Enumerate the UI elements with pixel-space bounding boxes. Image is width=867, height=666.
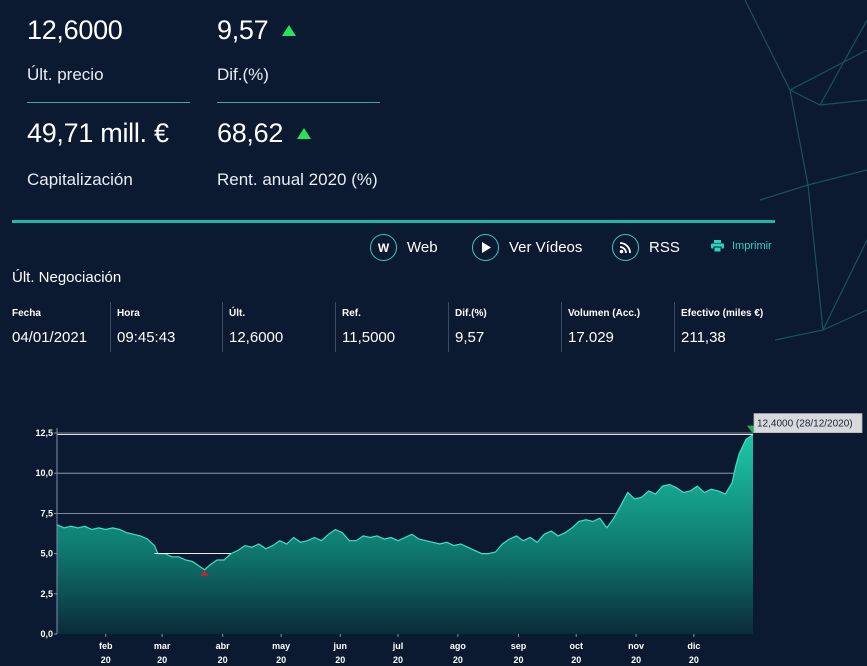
x-tick-month: mar — [154, 641, 171, 651]
max-value-label-box — [753, 413, 863, 434]
y-tick-label: 5,0 — [40, 549, 53, 559]
diff-pct-underline — [217, 102, 380, 103]
trade-col-time: Hora 09:45:43 — [110, 302, 221, 352]
diff-pct-value: 9,57 — [217, 15, 269, 45]
trade-col-value: 12,6000 — [229, 329, 284, 346]
y-tick-label: 12,5 — [35, 428, 53, 438]
print-link[interactable]: Imprimir — [711, 240, 772, 252]
rss-link[interactable]: RSS — [612, 234, 680, 261]
up-arrow-icon — [282, 25, 297, 36]
trade-col-header: Efectivo (miles €) — [681, 308, 764, 319]
x-tick-year: 20 — [393, 655, 403, 665]
market-cap-stat: 49,71 mill. € Capitalización — [27, 118, 169, 189]
last-price-underline — [27, 102, 190, 103]
trade-col-volume: Volumen (Acc.) 17.029 — [561, 302, 672, 352]
y-tick-label: 7,5 — [40, 508, 53, 518]
x-tick-month: dic — [687, 641, 700, 651]
max-value-label: 12,4000 (28/12/2020) — [757, 419, 853, 430]
trade-col-value: 04/01/2021 — [12, 329, 88, 346]
x-tick-year: 20 — [101, 655, 111, 665]
trade-col-value: 17.029 — [568, 329, 614, 346]
price-line — [56, 434, 754, 571]
trade-col-header: Últ. — [229, 308, 246, 319]
printer-icon — [711, 240, 724, 252]
x-tick-month: nov — [628, 641, 644, 651]
x-tick-month: jul — [392, 641, 404, 651]
x-tick-year: 20 — [276, 655, 286, 665]
x-tick-year: 20 — [631, 655, 641, 665]
price-area — [57, 434, 753, 634]
last-price-value: 12,6000 — [27, 15, 123, 45]
last-price-label: Últ. precio — [27, 65, 104, 84]
play-icon — [472, 234, 499, 261]
section-separator — [12, 220, 775, 223]
diff-pct-stat: 9,57 Dif.(%) — [217, 15, 297, 84]
x-tick-year: 20 — [513, 655, 523, 665]
price-history-chart: 12,4000 (28/12/2020) 0,0 2,5 5,0 7,5 10,0 12,… — [35, 413, 863, 665]
x-tick-month: sep — [511, 641, 527, 651]
x-tick-year: 20 — [218, 655, 228, 665]
annual-return-value: 68,62 — [217, 118, 284, 148]
web-link-label: Web — [407, 239, 438, 256]
trade-col-value: 211,38 — [681, 329, 726, 346]
market-cap-value: 49,71 mill. € — [27, 118, 169, 148]
trade-col-value: 9,57 — [455, 329, 485, 346]
videos-link[interactable]: Ver Vídeos — [472, 234, 582, 261]
trade-col-value: 11,5000 — [342, 329, 396, 346]
x-tick-year: 20 — [689, 655, 699, 665]
trade-col-last: Últ. 12,6000 — [222, 302, 333, 352]
trade-col-header: Fecha — [12, 308, 41, 319]
up-arrow-icon — [297, 128, 312, 139]
x-tick-month: oct — [569, 641, 583, 651]
y-tick-label: 0,0 — [40, 629, 53, 639]
trade-col-header: Ref. — [342, 308, 361, 319]
x-tick-year: 20 — [157, 655, 167, 665]
trade-col-value: 09:45:43 — [117, 329, 176, 346]
y-tick-label: 2,5 — [40, 589, 53, 599]
trade-col-diff: Dif.(%) 9,57 — [448, 302, 559, 352]
trade-col-header: Volumen (Acc.) — [568, 308, 641, 319]
web-icon: W — [370, 234, 397, 261]
annual-return-label: Rent. anual 2020 (%) — [217, 170, 378, 189]
x-tick-month: jun — [333, 641, 348, 651]
annual-return-stat: 68,62 Rent. anual 2020 (%) — [217, 118, 378, 189]
x-tick-month: abr — [216, 641, 231, 651]
rss-link-label: RSS — [649, 239, 680, 256]
trade-col-date: Fecha 04/01/2021 — [12, 302, 112, 352]
x-tick-month: ago — [450, 641, 467, 651]
print-link-label: Imprimir — [732, 240, 772, 252]
x-tick-year: 20 — [335, 655, 345, 665]
min-marker — [200, 570, 209, 576]
x-tick-year: 20 — [571, 655, 581, 665]
trade-col-header: Hora — [117, 308, 140, 319]
web-link[interactable]: W Web — [370, 234, 438, 261]
trade-col-cash: Efectivo (miles €) 211,38 — [674, 302, 785, 352]
y-tick-label: 10,0 — [35, 468, 53, 478]
trade-col-header: Dif.(%) — [455, 308, 487, 319]
diff-pct-label: Dif.(%) — [217, 65, 269, 84]
videos-link-label: Ver Vídeos — [509, 239, 583, 256]
market-cap-label: Capitalización — [27, 170, 133, 189]
x-tick-month: may — [272, 641, 290, 651]
last-price-stat: 12,6000 Últ. precio — [27, 15, 123, 84]
trade-col-ref: Ref. 11,5000 — [335, 302, 446, 352]
x-tick-year: 20 — [453, 655, 463, 665]
last-trade-title: Últ. Negociación — [12, 269, 122, 286]
x-tick-month: feb — [99, 641, 113, 651]
rss-icon — [612, 234, 639, 261]
